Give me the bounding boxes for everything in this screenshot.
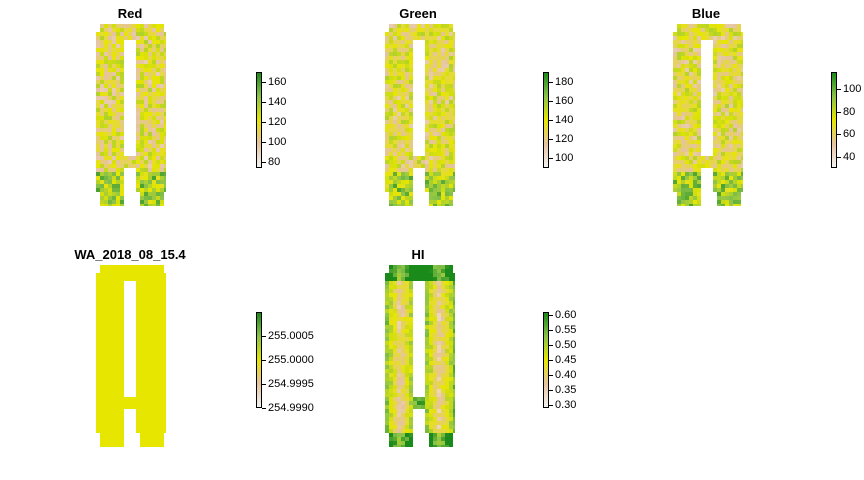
legend-tick-label: 80 — [268, 156, 281, 168]
legend-tick-label: 100 — [555, 152, 574, 165]
legend-tick — [262, 408, 266, 409]
panel-title: Green — [399, 6, 437, 21]
panel-title: WA_2018_08_15.4 — [74, 247, 186, 262]
legend-tick — [262, 162, 266, 163]
legend-tick — [549, 405, 553, 406]
legend-tick-label: 0.35 — [555, 384, 577, 396]
legend-tick-label: 60 — [843, 128, 856, 141]
legend-colorbar — [831, 72, 837, 168]
legend-tick — [549, 120, 553, 121]
legend-tick — [549, 100, 553, 102]
legend-tick — [549, 315, 553, 316]
legend-tick-label: 120 — [268, 116, 287, 128]
legend-colorbar — [543, 72, 549, 168]
legend-tick — [262, 360, 266, 361]
legend-tick-label: 0.40 — [555, 369, 577, 381]
legend-tick — [549, 330, 553, 331]
legend-tick-label: 254.9995 — [268, 378, 314, 390]
legend-tick-label: 140 — [268, 96, 287, 108]
legend-tick-label: 160 — [268, 76, 287, 88]
legend-tick-label: 255.0005 — [268, 330, 314, 342]
legend-tick — [549, 390, 553, 391]
legend-tick — [262, 384, 266, 385]
legend-tick-label: 0.50 — [555, 339, 577, 351]
legend-tick-label: 0.60 — [555, 309, 577, 321]
legend-tick — [262, 336, 266, 337]
legend-tick-label: 100 — [268, 136, 287, 148]
raster-map — [96, 24, 166, 206]
legend-tick-label: 160 — [555, 94, 574, 107]
legend-tick — [262, 122, 266, 123]
legend-colorbar — [256, 312, 262, 408]
legend-tick-label: 140 — [555, 114, 574, 126]
legend-tick — [549, 345, 553, 346]
legend-tick — [549, 139, 553, 141]
legend-tick-label: 80 — [843, 105, 856, 118]
legend-tick-label: 120 — [555, 133, 574, 146]
legend-tick-label: 254.9990 — [268, 402, 314, 414]
legend-tick — [549, 81, 553, 83]
raster-map — [385, 265, 455, 447]
panel-title: HI — [411, 247, 425, 262]
legend-tick — [549, 375, 553, 376]
legend-tick — [837, 111, 841, 113]
panel-title: Blue — [691, 6, 721, 21]
legend-tick — [262, 82, 266, 83]
legend-tick-label: 180 — [555, 75, 574, 88]
legend-tick-label: 255.0000 — [268, 354, 314, 366]
raster-map — [385, 24, 455, 206]
legend-tick — [549, 158, 553, 160]
legend-tick — [262, 102, 266, 103]
legend-tick-label: 0.30 — [555, 399, 577, 411]
legend-tick-label: 40 — [843, 150, 856, 163]
legend-tick — [837, 156, 841, 158]
raster-map — [96, 265, 166, 447]
legend-tick-label: 0.45 — [555, 354, 577, 366]
legend-tick-label: 0.55 — [555, 324, 577, 336]
legend-colorbar — [543, 312, 549, 408]
legend-tick-label: 100 — [843, 82, 862, 95]
legend-colorbar — [256, 72, 262, 168]
legend-tick — [549, 360, 553, 361]
legend-tick — [262, 142, 266, 143]
panel-title: Red — [117, 6, 143, 21]
legend-tick — [837, 88, 841, 90]
raster-map — [673, 24, 743, 206]
legend-tick — [837, 134, 841, 136]
